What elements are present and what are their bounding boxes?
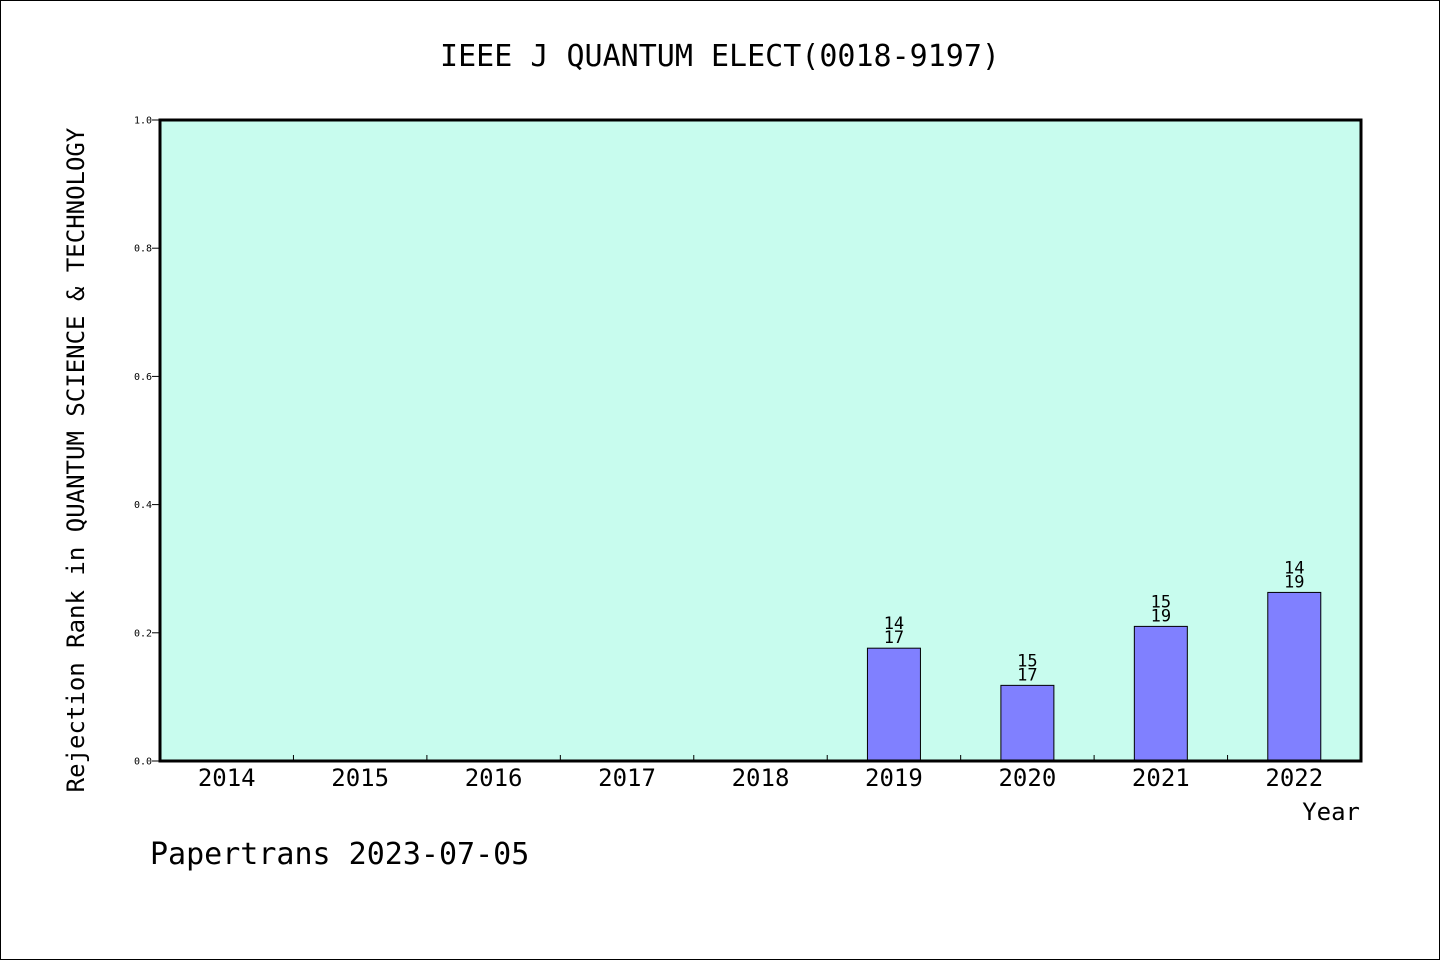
plot-border [158,118,1363,763]
x-axis-label: Year [1302,798,1360,826]
footer-text: Papertrans 2023-07-05 [150,837,529,872]
x-axis: 2014 2015 2016 2017 2018 2019 2020 2021 2022 [198,755,1323,792]
y-axis-label: Rejection Rank in QUANTUM SCIENCE & TECH… [62,127,90,792]
x-tick-label: 2014 [198,764,256,792]
y-tick-label: 0.2 [134,628,152,639]
x-tick-label: 2015 [331,764,389,792]
y-axis: 0.0 0.2 0.4 0.6 0.8 1.0 [134,116,160,768]
x-tick-label: 2021 [1132,764,1190,792]
bar-label-rank: 15 [1151,592,1171,612]
x-tick-label: 2017 [598,764,656,792]
x-tick-label: 2016 [465,764,523,792]
bar-2019 [866,647,921,762]
x-tick-label: 2018 [732,764,790,792]
y-tick-label: 0.0 [134,757,152,768]
bar-label-total: 19 [1284,572,1304,592]
y-tick-label: 0.6 [134,372,152,383]
bar-2022 [1267,591,1322,762]
bar-label-rank: 15 [1017,651,1037,671]
x-tick-label: 2020 [998,764,1056,792]
bar-label-rank: 14 [1284,558,1304,578]
bar-2020 [1000,684,1055,762]
chart-title: IEEE J QUANTUM ELECT(0018-9197) [440,39,1000,74]
bar-label-total: 19 [1151,606,1171,626]
y-tick-label: 1.0 [134,116,152,127]
bar-label-total: 17 [1017,665,1037,685]
bar-2021 [1133,625,1188,762]
x-tick-label: 2019 [865,764,923,792]
y-tick-label: 0.8 [134,244,152,255]
bar-label-rank: 14 [884,614,904,634]
x-tick-label: 2022 [1265,764,1323,792]
y-tick-label: 0.4 [134,500,152,511]
bar-label-total: 17 [884,628,904,648]
